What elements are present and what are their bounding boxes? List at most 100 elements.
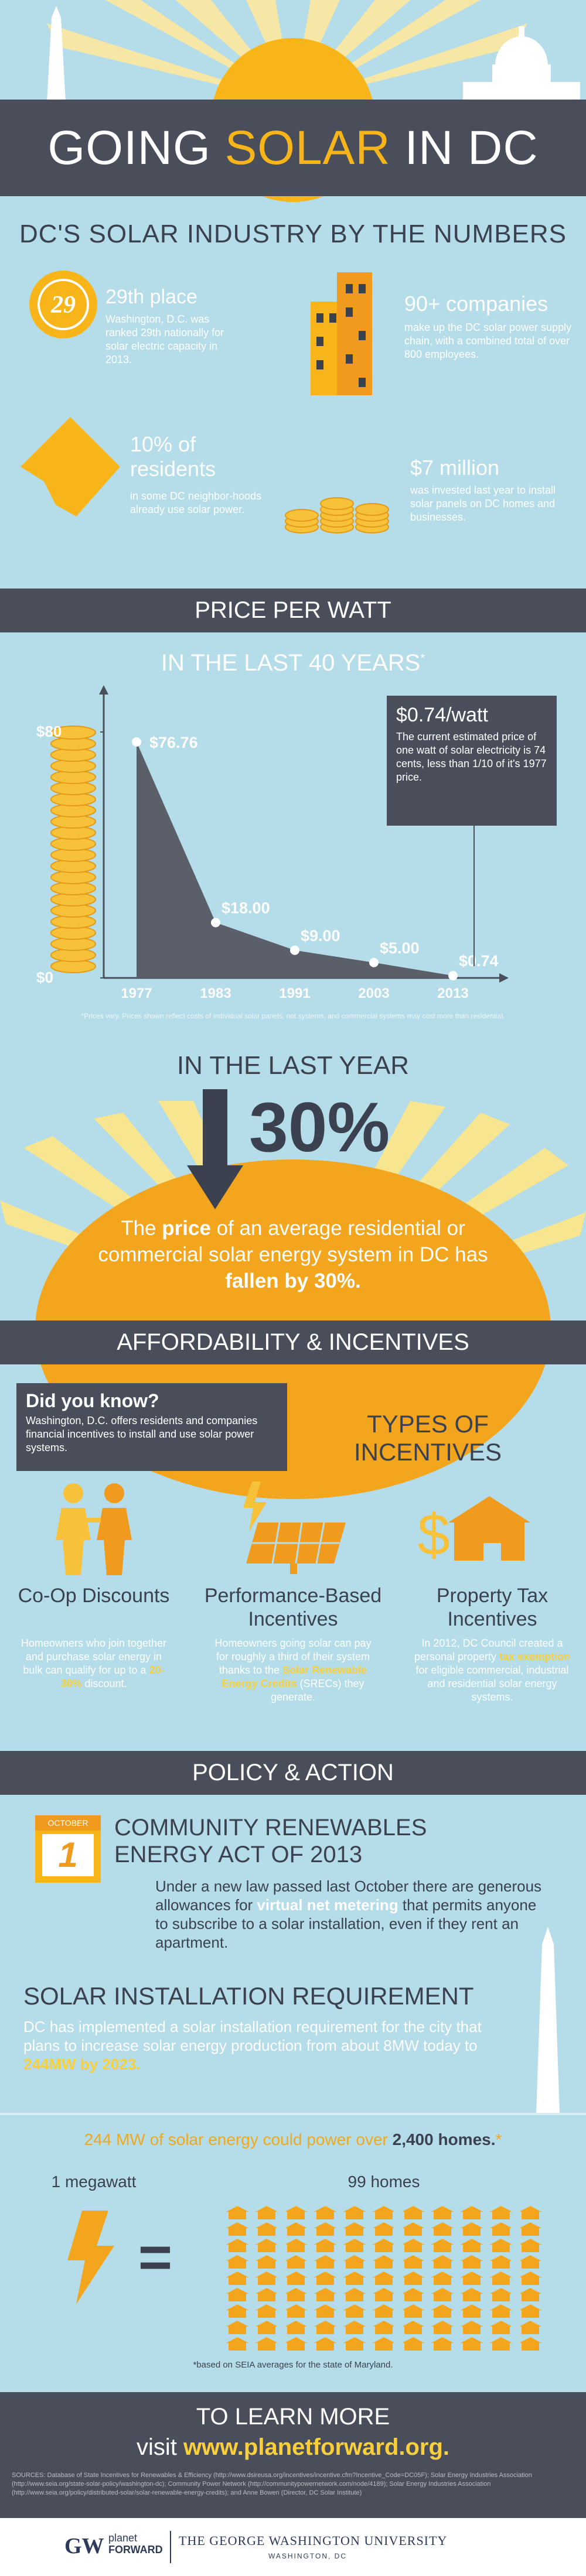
highlight-text: 20-30% <box>60 1664 165 1689</box>
calendar-day: 1 <box>42 1834 94 1876</box>
callout-text: The current estimated price of one watt … <box>396 731 547 783</box>
solar-panel-part <box>243 1482 267 1531</box>
dc-map-icon <box>21 417 120 516</box>
buildings-part-part <box>346 307 353 317</box>
price-point <box>448 971 458 981</box>
coins-part <box>285 509 319 522</box>
lightning-icon <box>67 2211 114 2304</box>
footer: TO LEARN MORE visit www.planetforward.or… <box>0 2392 586 2576</box>
text-segment: discount. <box>81 1678 127 1689</box>
header-sky <box>47 0 580 202</box>
incentive-text: Homeowners who join together and purchas… <box>18 1637 170 1691</box>
people <box>56 1483 132 1575</box>
logo-forward: FORWARD <box>108 2544 163 2556</box>
x-tick-label: 1991 <box>279 986 310 1001</box>
stat-heading: 90+ companies <box>404 292 548 316</box>
university-place: WASHINGTON, DC <box>268 2552 347 2560</box>
dollar-sign: $ <box>417 1502 450 1568</box>
logo-gw: GW <box>64 2534 104 2558</box>
solar-panel-part-part <box>315 1522 325 1564</box>
highlight-text: 2,400 homes. <box>392 2130 496 2149</box>
section-bar: POLICY & ACTION <box>0 1751 586 1795</box>
buildings-part-part <box>316 313 323 323</box>
logo-strip: GW planet FORWARD THE GEORGE WASHINGTON U… <box>0 2518 586 2576</box>
incentive-text: In 2012, DC Council created a personal p… <box>413 1637 571 1704</box>
power-label: 1 megawatt <box>51 2173 137 2191</box>
policy-text: DC has implemented a solar installation … <box>23 2017 504 2074</box>
section-heading: DC'S SOLAR INDUSTRY BY THE NUMBERS <box>19 220 567 248</box>
text-segment: that permits anyone to subscribe to a so… <box>155 1896 537 1951</box>
dc-map <box>21 417 120 516</box>
section-bar: PRICE PER WATT <box>0 589 586 632</box>
university-name: THE GEORGE WASHINGTON UNIVERSITY <box>179 2533 448 2548</box>
monument-part <box>47 6 66 102</box>
value-label: $76.76 <box>149 734 198 751</box>
callout-box: $0.74/watt The current estimated price o… <box>387 696 557 826</box>
capitol-part <box>463 82 580 102</box>
incentive-heading: Performance-Based Incentives <box>204 1585 382 1630</box>
tax: $ <box>417 1496 530 1568</box>
title-part: IN DC <box>404 121 539 175</box>
price-point <box>211 918 220 928</box>
y-tick-label: $80 <box>36 723 62 740</box>
stat-heading: 10% of residents <box>130 432 216 481</box>
buildings-part-part <box>316 360 323 370</box>
title-bar: GOING SOLAR IN DC <box>0 100 586 196</box>
capitol-part <box>492 64 551 83</box>
coins <box>285 497 389 533</box>
people-part <box>97 1508 132 1575</box>
price-point <box>369 957 379 967</box>
buildings-part-part <box>359 378 366 387</box>
policy-text: Under a new law passed last October ther… <box>155 1877 542 1952</box>
solar-panel-part-part <box>271 1522 281 1564</box>
section-heading: IN THE LAST YEAR <box>176 1051 410 1080</box>
people-icon <box>56 1483 132 1575</box>
incentive-text: Homeowners going solar can pay for rough… <box>214 1637 372 1704</box>
did-you-know-box: Did you know? Washington, D.C. offers re… <box>16 1383 287 1471</box>
buildings-part-part <box>346 284 353 293</box>
footer-visit: visit www.planetforward.org. <box>0 2434 586 2461</box>
solar-panel-part <box>290 1564 297 1574</box>
buildings-part-part <box>346 354 353 364</box>
people-part <box>104 1483 124 1503</box>
text-segment: DC has implemented a solar installation … <box>23 2018 482 2054</box>
capitol <box>463 26 580 102</box>
footnote: *based on SEIA averages for the state of… <box>193 2360 393 2370</box>
incentive-heading: Co-Op Discounts <box>18 1585 170 1607</box>
equals-sign: = <box>138 2225 173 2290</box>
subtitle-mark: * <box>420 652 425 665</box>
axis-arrow <box>499 973 509 983</box>
callout-line <box>473 826 475 966</box>
summary-text: The price of an average residential or c… <box>70 1215 516 1294</box>
section-heading: TYPES OF INCENTIVES <box>353 1410 502 1466</box>
power-headline: 244 MW of solar energy could power over … <box>0 2130 586 2149</box>
text-segment: (SRECs) they generate. <box>270 1678 364 1703</box>
price-point <box>290 945 299 955</box>
text-segment: visit <box>136 2434 183 2460</box>
price-point <box>132 737 141 747</box>
power-label: 99 homes <box>347 2173 420 2191</box>
section-bar: AFFORDABILITY & INCENTIVES <box>0 1321 586 1364</box>
capitol-part <box>495 36 548 66</box>
coins-part <box>320 497 354 510</box>
badge-ring <box>38 279 89 330</box>
value-label: $5.00 <box>380 939 420 957</box>
did-you-know-text: Washington, D.C. offers residents and co… <box>26 1415 258 1453</box>
buildings-part <box>337 272 372 395</box>
text-segment: The <box>121 1217 162 1240</box>
big-percent: 30% <box>249 1088 390 1166</box>
capitol-part <box>519 26 524 38</box>
stat-text: make up the DC solar power supply chain,… <box>404 321 572 360</box>
highlight-text: 244MW by 2023. <box>23 2055 141 2073</box>
calendar-month: OCTOBER <box>35 1815 101 1831</box>
value-label: $9.00 <box>301 927 340 945</box>
people-part <box>87 1518 101 1523</box>
footer-title: TO LEARN MORE <box>196 2404 390 2430</box>
chart-subtitle: IN THE LAST 40 YEARS* <box>0 650 586 676</box>
value-label: $0.74 <box>459 952 499 970</box>
stat-text: was invested last year to install solar … <box>410 484 556 523</box>
footer-sources: SOURCES: Database of State Incentives fo… <box>12 2472 532 2496</box>
calendar: OCTOBER 1 <box>35 1815 101 1883</box>
